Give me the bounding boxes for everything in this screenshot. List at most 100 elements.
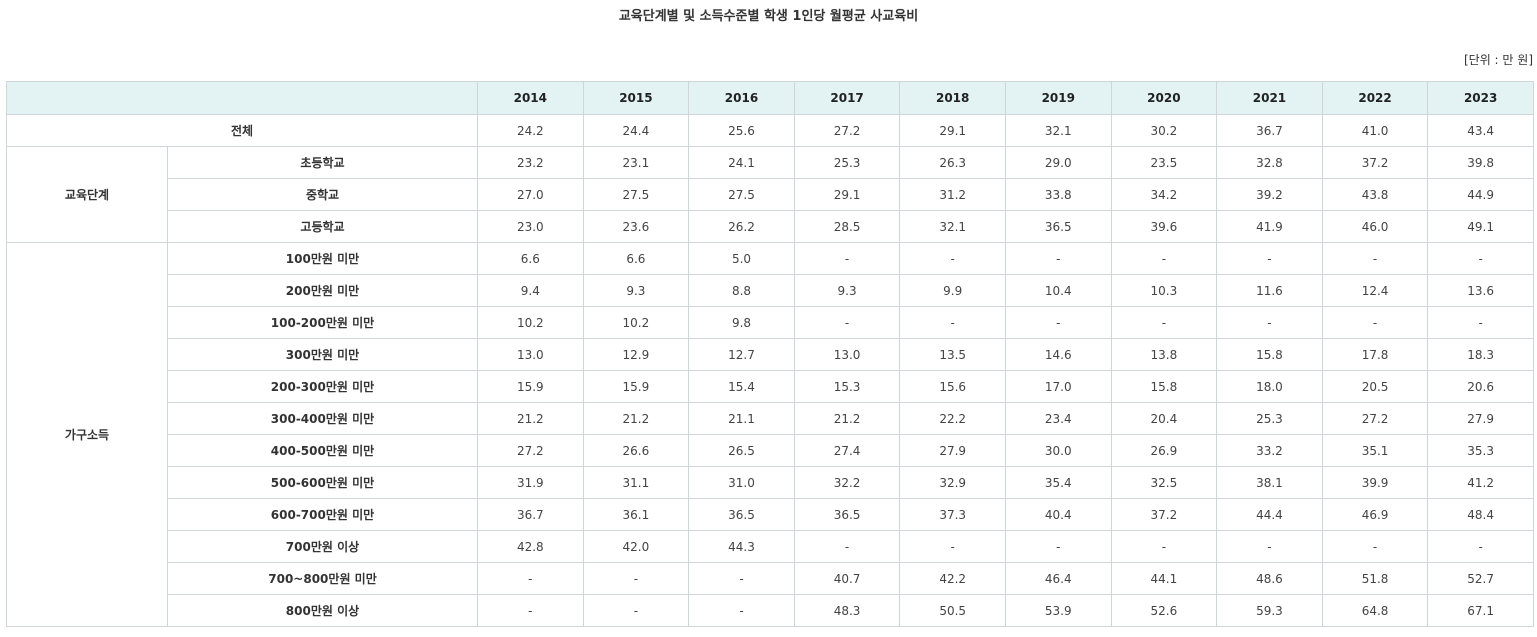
value-cell: 39.2 bbox=[1216, 178, 1323, 211]
value-cell: 50.5 bbox=[899, 594, 1006, 627]
value-cell: 11.6 bbox=[1216, 274, 1323, 307]
value-cell: 44.4 bbox=[1216, 498, 1323, 531]
value-cell: 21.2 bbox=[582, 402, 690, 435]
value-cell: 10.3 bbox=[1110, 274, 1218, 307]
value-cell: 40.4 bbox=[1004, 498, 1112, 531]
value-cell: 6.6 bbox=[582, 242, 690, 275]
value-cell: 35.3 bbox=[1427, 434, 1534, 467]
value-cell: 13.0 bbox=[793, 338, 901, 371]
value-cell: 36.1 bbox=[582, 498, 690, 531]
value-cell: 27.2 bbox=[793, 114, 901, 147]
row-label: 100-200만원 미만 bbox=[167, 306, 478, 339]
value-cell: 32.1 bbox=[899, 210, 1006, 243]
value-cell: 10.2 bbox=[477, 306, 584, 339]
value-cell: - bbox=[1110, 306, 1218, 339]
row-label: 전체 bbox=[6, 114, 478, 147]
value-cell: 29.0 bbox=[1004, 146, 1112, 179]
value-cell: - bbox=[1110, 242, 1218, 275]
value-cell: 40.7 bbox=[793, 562, 901, 595]
value-cell: 5.0 bbox=[688, 242, 795, 275]
table-row: 100-200만원 미만 10.2 10.2 9.8- - - - - - - bbox=[7, 306, 1534, 339]
value-cell: 27.5 bbox=[582, 178, 690, 211]
table-row: 700~800만원 미만 - - -40.7 42.2 46.4 44.1 48.6 51.8 5… bbox=[7, 562, 1534, 595]
value-cell: 23.1 bbox=[582, 146, 690, 179]
value-cell: 42.2 bbox=[899, 562, 1006, 595]
value-cell: 21.2 bbox=[477, 402, 584, 435]
value-cell: 20.5 bbox=[1321, 370, 1429, 403]
value-cell: 39.9 bbox=[1321, 466, 1429, 499]
value-cell: 22.2 bbox=[899, 402, 1006, 435]
table-row: 600-700만원 미만 36.7 36.1 36.5 36.5 37.3 40.4 37.2… bbox=[7, 498, 1534, 531]
value-cell: 32.2 bbox=[793, 466, 901, 499]
value-cell: 23.6 bbox=[582, 210, 690, 243]
value-cell: 28.5 bbox=[793, 210, 901, 243]
value-cell: 12.9 bbox=[582, 338, 690, 371]
value-cell: 13.6 bbox=[1427, 274, 1534, 307]
value-cell: - bbox=[688, 562, 795, 595]
value-cell: 13.8 bbox=[1110, 338, 1218, 371]
value-cell: 23.5 bbox=[1110, 146, 1218, 179]
row-label: 100만원 미만 bbox=[167, 242, 478, 275]
value-cell: 41.9 bbox=[1216, 210, 1323, 243]
value-cell: 20.4 bbox=[1110, 402, 1218, 435]
value-cell: 46.9 bbox=[1321, 498, 1429, 531]
value-cell: 44.9 bbox=[1427, 178, 1534, 211]
value-cell: - bbox=[1004, 530, 1112, 563]
value-cell: 25.3 bbox=[1216, 402, 1323, 435]
value-cell: 35.1 bbox=[1321, 434, 1429, 467]
value-cell: 18.0 bbox=[1216, 370, 1323, 403]
value-cell: 30.0 bbox=[1004, 434, 1112, 467]
year-header-cell: 2019 bbox=[1004, 81, 1112, 115]
value-cell: 8.8 bbox=[688, 274, 795, 307]
value-cell: 67.1 bbox=[1427, 594, 1534, 627]
value-cell: 27.0 bbox=[477, 178, 584, 211]
value-cell: 27.2 bbox=[477, 434, 584, 467]
value-cell: 48.4 bbox=[1427, 498, 1534, 531]
value-cell: 32.5 bbox=[1110, 466, 1218, 499]
table-row: 700만원 이상 42.8 42.0 44.3- - - - - - - bbox=[7, 530, 1534, 563]
value-cell: 31.2 bbox=[899, 178, 1006, 211]
data-table: 2014 2015 2016 2017 2018 2019 2020 2021 2022 2023… bbox=[6, 81, 1534, 627]
value-cell: 24.1 bbox=[688, 146, 795, 179]
row-label: 고등학교 bbox=[167, 210, 478, 243]
value-cell: 32.8 bbox=[1216, 146, 1323, 179]
row-label: 300만원 미만 bbox=[167, 338, 478, 371]
value-cell: 43.8 bbox=[1321, 178, 1429, 211]
value-cell: 41.0 bbox=[1321, 114, 1429, 147]
value-cell: 25.6 bbox=[688, 114, 795, 147]
value-cell: 48.3 bbox=[793, 594, 901, 627]
header-row: 2014 2015 2016 2017 2018 2019 2020 2021 2022 2023 bbox=[6, 81, 1534, 115]
value-cell: 27.9 bbox=[1427, 402, 1534, 435]
value-cell: - bbox=[1216, 530, 1323, 563]
row-label: 200-300만원 미만 bbox=[167, 370, 478, 403]
table-row: 300-400만원 미만 21.2 21.2 21.1 21.2 22.2 23.4 20.4… bbox=[7, 402, 1534, 435]
value-cell: - bbox=[1110, 530, 1218, 563]
value-cell: 6.6 bbox=[477, 242, 584, 275]
value-cell: 44.1 bbox=[1110, 562, 1218, 595]
value-cell: 23.0 bbox=[477, 210, 584, 243]
value-cell: 29.1 bbox=[899, 114, 1006, 147]
year-header-cell: 2017 bbox=[793, 81, 901, 115]
value-cell: - bbox=[1216, 306, 1323, 339]
value-cell: 32.9 bbox=[899, 466, 1006, 499]
value-cell: 15.6 bbox=[899, 370, 1006, 403]
row-label: 300-400만원 미만 bbox=[167, 402, 478, 435]
year-header-cell: 2016 bbox=[688, 81, 795, 115]
value-cell: 26.2 bbox=[688, 210, 795, 243]
unit-label: [단위 : 만 원] bbox=[1463, 53, 1533, 67]
value-cell: 26.3 bbox=[899, 146, 1006, 179]
value-cell: 15.9 bbox=[477, 370, 584, 403]
value-cell: - bbox=[793, 306, 901, 339]
value-cell: 34.2 bbox=[1110, 178, 1218, 211]
value-cell: 13.0 bbox=[477, 338, 584, 371]
value-cell: - bbox=[582, 562, 690, 595]
value-cell: - bbox=[477, 562, 584, 595]
value-cell: 13.5 bbox=[899, 338, 1006, 371]
value-cell: 26.9 bbox=[1110, 434, 1218, 467]
value-cell: 49.1 bbox=[1427, 210, 1534, 243]
table-row: 800만원 이상 - - -48.3 50.5 53.9 52.6 59.3 64.8 67.1 bbox=[7, 594, 1534, 627]
value-cell: 26.5 bbox=[688, 434, 795, 467]
value-cell: 31.0 bbox=[688, 466, 795, 499]
group-label: 가구소득 bbox=[6, 242, 168, 627]
table-row: 교육단계 초등학교 23.2 23.1 24.1 25.3 26.3 29.0 23.5 32.8… bbox=[6, 146, 1534, 243]
